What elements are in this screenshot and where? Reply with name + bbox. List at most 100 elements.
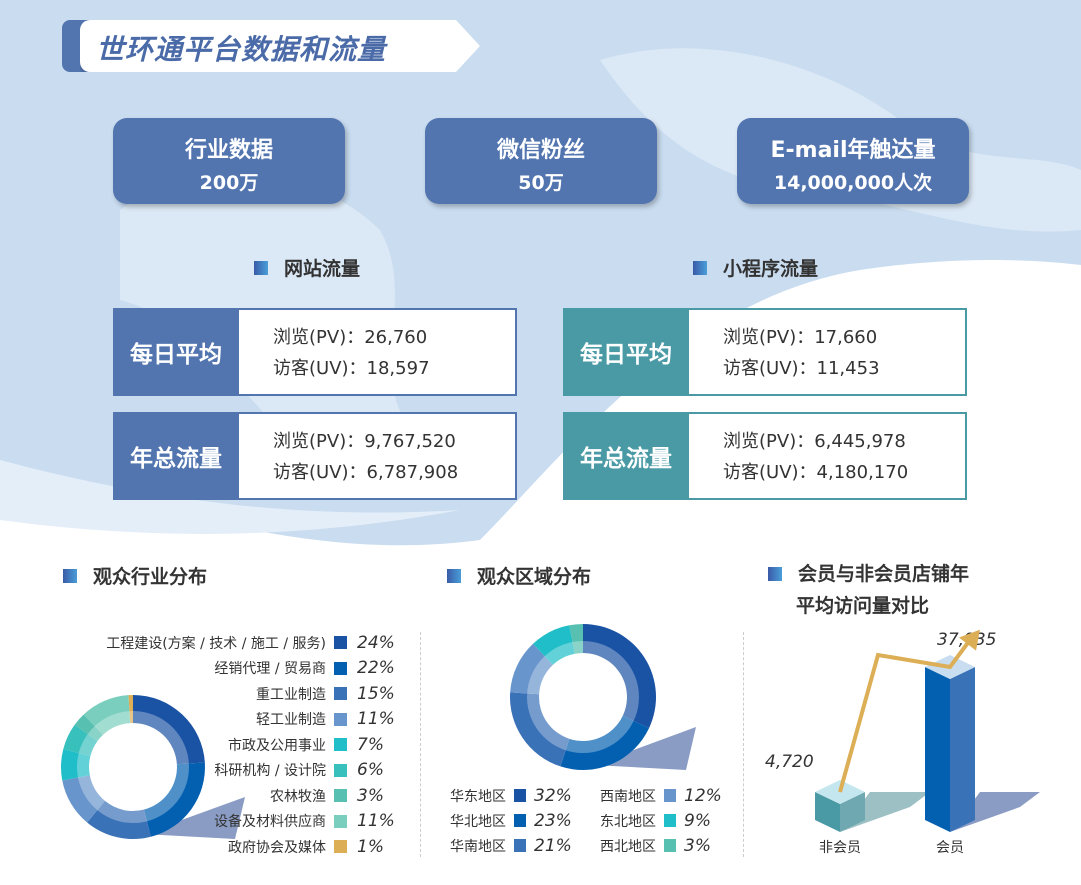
miniprogram-yearly-row: 年总流量 浏览(PV)：6,445,978 访客(UV)：4,180,170 xyxy=(563,412,967,500)
legend-label: 重工业制造 xyxy=(256,686,326,703)
legend-label: 西北地区 xyxy=(600,838,656,855)
donut-slice-0-8 xyxy=(128,695,133,724)
legend-swatch xyxy=(334,687,347,701)
legend-swatch xyxy=(664,839,676,852)
legend-value: 15% xyxy=(357,683,395,704)
bar-front-0 xyxy=(815,792,840,832)
member-heading: 会员与非会员店铺年 平均访问量对比 xyxy=(768,558,969,622)
page-title-banner: 世环通平台数据和流量 xyxy=(62,20,482,72)
trend-arrow-line xyxy=(838,638,972,793)
legend-item: 工程建设(方案 / 技术 / 施工 / 服务) 24% xyxy=(60,630,405,656)
legend-swatch xyxy=(334,789,347,803)
divider xyxy=(420,632,421,857)
section-title: 观众区域分布 xyxy=(477,566,592,588)
legend-label: 轻工业制造 xyxy=(256,712,326,729)
legend-value: 23% xyxy=(534,810,572,831)
page-title: 世环通平台数据和流量 xyxy=(96,33,387,66)
square-bullet-icon xyxy=(254,260,268,275)
legend-value: 32% xyxy=(534,785,572,806)
legend-item: 重工业制造 15% xyxy=(60,681,405,707)
miniprogram-daily-row: 每日平均 浏览(PV)：17,660 访客(UV)：11,453 xyxy=(563,308,967,396)
charts-canvas: 4,720非会员37,935会员 xyxy=(61,624,1040,856)
donut-slice-1-5 xyxy=(569,624,583,654)
donut-slice-1-3 xyxy=(510,643,553,695)
square-bullet-icon xyxy=(63,568,77,583)
donut-inner-ring xyxy=(77,711,189,823)
miniprogram-traffic-heading: 小程序流量 xyxy=(693,254,818,281)
legend-item: 西南地区 12% xyxy=(600,783,740,808)
legend-value: 22% xyxy=(357,658,395,679)
legend-item: 华北地区 23% xyxy=(450,808,600,833)
donut-slice-0-1 xyxy=(143,762,205,837)
legend-value: 3% xyxy=(357,785,384,806)
legend-swatch xyxy=(334,840,347,854)
square-bullet-icon xyxy=(447,568,461,583)
section-title: 网站流量 xyxy=(284,258,361,280)
arrow-head-icon xyxy=(958,629,980,651)
uv-value: 访客(UV)：4,180,170 xyxy=(723,462,909,483)
stat-value: 200万 xyxy=(199,172,259,194)
legend-label: 设备及材料供应商 xyxy=(214,814,326,831)
legend-value: 9% xyxy=(684,810,711,831)
stat-label: E-mail年触达量 xyxy=(770,138,936,163)
legend-swatch xyxy=(514,814,526,827)
industry-heading: 观众行业分布 xyxy=(63,562,207,589)
bar-value-label: 4,720 xyxy=(765,752,814,772)
row-label: 每日平均 xyxy=(563,308,689,396)
region-legend: 华东地区 32% 西南地区 12% 华北地区 23% 东北地区 9% 华南地区 21% 西北地区 3% xyxy=(450,783,740,858)
donut-slice-1-0 xyxy=(583,624,656,729)
donut-slice-0-7 xyxy=(83,695,131,735)
legend-item: 华南地区 21% xyxy=(450,833,600,858)
legend-swatch xyxy=(664,789,676,802)
legend-value: 21% xyxy=(534,835,572,856)
donut-inner-ring xyxy=(527,641,639,753)
legend-label: 东北地区 xyxy=(600,813,656,830)
legend-label: 华北地区 xyxy=(450,813,506,830)
divider xyxy=(743,632,744,857)
donut-slice-0-0 xyxy=(133,695,205,765)
row-label: 每日平均 xyxy=(113,308,239,396)
pv-value: 浏览(PV)：17,660 xyxy=(723,327,878,348)
legend-swatch xyxy=(334,636,347,650)
pv-value: 浏览(PV)：9,767,520 xyxy=(273,431,456,452)
row-label: 年总流量 xyxy=(563,412,689,500)
donut-hole xyxy=(95,729,171,805)
website-daily-row: 每日平均 浏览(PV)：26,760 访客(UV)：18,597 xyxy=(113,308,517,396)
website-yearly-row: 年总流量 浏览(PV)：9,767,520 访客(UV)：6,787,908 xyxy=(113,412,517,500)
stat-card-wechat: 微信粉丝 50万 xyxy=(425,118,657,204)
legend-value: 12% xyxy=(684,785,722,806)
legend-swatch xyxy=(664,814,676,827)
section-title: 小程序流量 xyxy=(723,258,819,280)
pv-value: 浏览(PV)：26,760 xyxy=(273,327,428,348)
region-heading: 观众区域分布 xyxy=(447,562,591,589)
bar-category-label: 会员 xyxy=(936,840,964,856)
website-traffic-heading: 网站流量 xyxy=(254,254,360,281)
legend-value: 24% xyxy=(357,632,395,653)
legend-label: 经销代理 / 贸易商 xyxy=(214,661,326,678)
stat-label: 微信粉丝 xyxy=(496,138,585,163)
donut-slice-1-4 xyxy=(533,625,575,665)
legend-swatch xyxy=(334,814,347,828)
legend-label: 工程建设(方案 / 技术 / 施工 / 服务) xyxy=(106,635,326,652)
stat-value: 14,000,000人次 xyxy=(773,172,933,194)
donut-hole xyxy=(545,659,621,735)
bar-front-1 xyxy=(925,667,950,832)
bar-side-1 xyxy=(950,667,975,832)
bar-category-label: 非会员 xyxy=(819,840,861,856)
legend-swatch xyxy=(334,661,347,675)
legend-item: 农林牧渔 3% xyxy=(60,783,405,809)
legend-value: 7% xyxy=(357,734,384,755)
row-label: 年总流量 xyxy=(113,412,239,500)
square-bullet-icon xyxy=(768,567,782,581)
legend-item: 科研机构 / 设计院 6% xyxy=(60,758,405,784)
legend-item: 经销代理 / 贸易商 22% xyxy=(60,656,405,682)
legend-label: 西南地区 xyxy=(600,788,656,805)
stat-label: 行业数据 xyxy=(184,138,273,163)
legend-item: 华东地区 32% xyxy=(450,783,600,808)
uv-value: 访客(UV)：18,597 xyxy=(273,358,430,379)
donut-slice-0-3 xyxy=(62,775,105,823)
legend-item: 轻工业制造 11% xyxy=(60,707,405,733)
legend-swatch xyxy=(514,839,526,852)
legend-value: 11% xyxy=(357,709,395,730)
legend-item: 西北地区 3% xyxy=(600,833,740,858)
